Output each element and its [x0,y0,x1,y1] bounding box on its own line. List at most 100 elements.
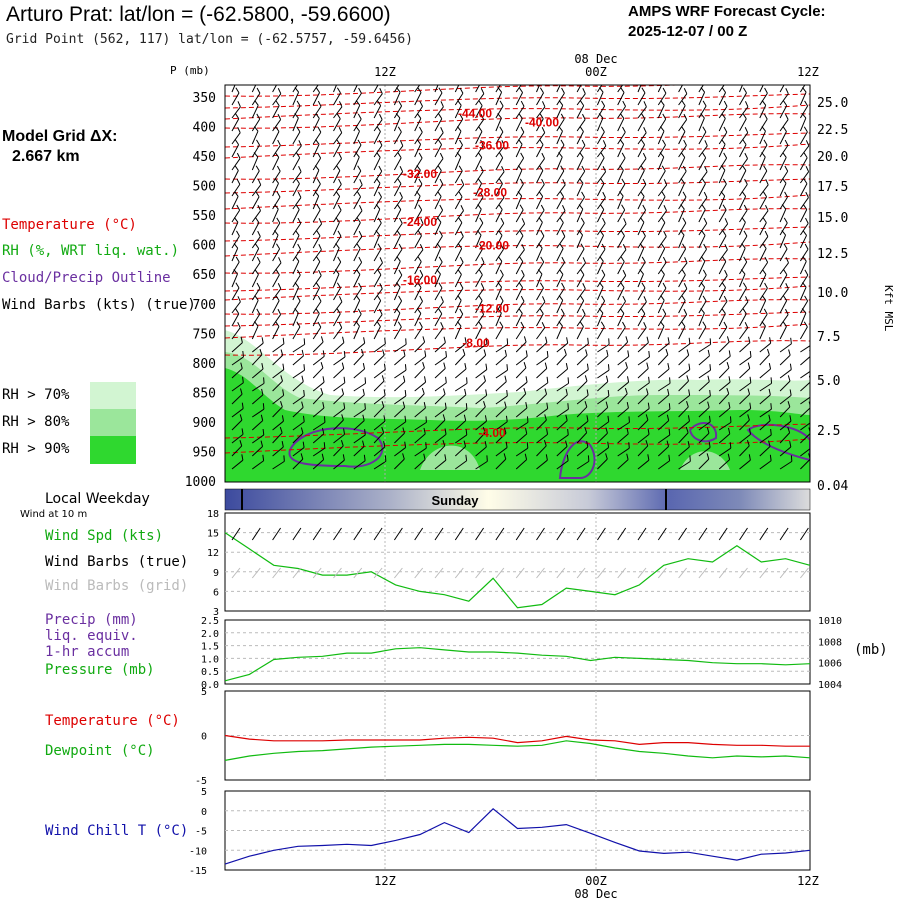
barb-flag [477,178,482,184]
barb-flag [626,427,629,434]
barb-staff [576,326,584,340]
barb-flag [460,205,464,211]
barb-flag [601,243,606,250]
barb-flag [560,139,565,146]
barb-flag [459,139,463,146]
barb-staff [373,420,386,431]
barb-staff [312,235,321,249]
barb-staff [455,382,468,392]
barb-staff [292,105,301,119]
barb-staff [231,445,243,457]
barb-staff [353,446,365,457]
barb-flag [804,269,809,276]
barb-staff [698,312,705,327]
barb-staff [739,184,748,197]
barb-staff [292,407,304,418]
barb-flag [688,389,691,396]
barb-flag [377,243,382,250]
barb-flag [541,296,546,303]
barb-flag [702,295,707,302]
barb-flag [682,75,685,80]
cloud-outline-2 [558,440,596,479]
barb-flag [524,427,528,434]
barb-flag [418,178,423,185]
barb-staff [292,85,298,93]
barb-staff [678,105,686,119]
temperature-line [224,734,810,747]
barb-flag [722,204,727,211]
barb-flag [504,375,507,382]
barb-flag [419,269,424,276]
height-tick-label: 15.0 [817,211,848,226]
barb-flag [787,401,791,408]
barb-staff [515,106,525,119]
barb-flag [480,113,485,120]
barb-staff [576,369,589,379]
barb-flag [479,165,484,172]
barb-flag [764,230,769,237]
barb-staff [394,381,406,392]
barb-flag [278,257,282,264]
barb-staff [353,300,361,314]
barb-staff [251,262,261,275]
barb-staff [799,209,808,223]
barb-staff [475,145,484,158]
barb-flag [540,204,545,211]
barb-flag [562,179,566,186]
wind-barb-grid [434,567,444,579]
isotherm-line [225,340,810,356]
barb-staff [393,235,401,249]
barb-flag [781,230,786,236]
barb-flag [362,414,365,421]
barb-staff [454,210,464,223]
legend-wind-barbs: Wind Barbs (kts) (true) [2,297,196,313]
barb-staff [739,118,747,132]
barb-staff [312,421,326,431]
barb-flag [667,337,670,344]
barb-flag [646,336,649,343]
barb-staff [698,92,706,106]
barb-flag [274,152,280,158]
barb-flag [648,350,650,358]
barb-flag [337,230,342,237]
barb-flag [788,349,791,356]
barb-flag [459,308,464,315]
barb-flag [334,269,340,275]
model-grid-value: 2.667 km [12,148,80,165]
barb-flag [720,165,726,171]
barb-flag [355,126,360,132]
barb-flag [768,363,772,370]
barb-staff [251,446,263,457]
barb-staff [739,419,750,431]
barb-flag [296,295,301,302]
y-tick-label: 0 [201,807,207,818]
barb-flag [423,427,426,434]
barb-staff [698,85,704,93]
panel-frame [224,619,811,685]
barb-flag [335,243,340,249]
barb-staff [536,85,541,93]
barb-flag [301,349,304,356]
barb-flag [558,321,563,327]
barb-flag [322,350,325,357]
barb-staff [576,209,584,223]
barb-flag [620,230,625,237]
barb-flag [379,308,383,315]
barb-flag [436,269,441,275]
barb-staff [739,301,749,314]
barb-staff [353,144,362,158]
barb-flag [424,376,427,383]
barb-flag [317,321,322,328]
weekday-label: Sunday [432,493,480,508]
barb-flag [538,217,543,223]
barb-flag [587,337,589,344]
pressure-tick-label: 400 [193,121,216,136]
barb-flag [662,139,666,146]
barb-flag [381,426,385,433]
y-tick-label: -5 [195,827,207,838]
barb-flag [723,152,728,159]
cloud-outline-1 [288,427,384,468]
barb-staff [312,433,325,444]
barb-staff [556,313,565,327]
barb-flag [520,321,525,328]
